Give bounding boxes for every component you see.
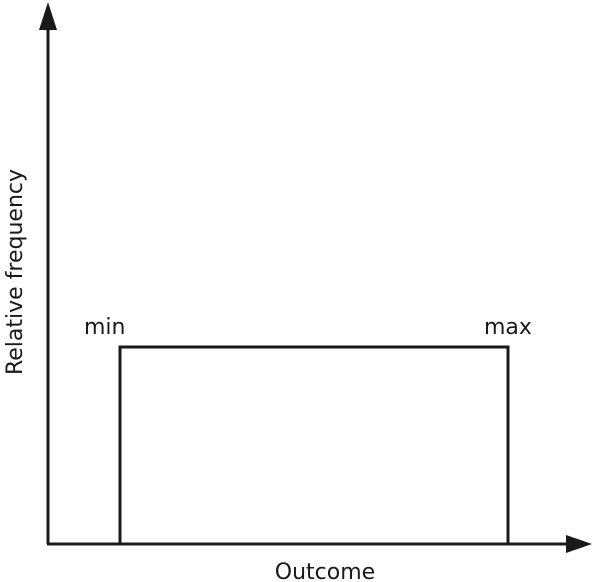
- max-label: max: [484, 315, 532, 340]
- min-label: min: [84, 315, 126, 340]
- x-axis-arrowhead: [566, 535, 592, 553]
- x-axis-label: Outcome: [275, 560, 375, 582]
- y-axis-label: Relative frequency: [3, 169, 28, 375]
- y-axis-arrowhead: [39, 2, 57, 30]
- uniform-density-box: [118, 345, 510, 544]
